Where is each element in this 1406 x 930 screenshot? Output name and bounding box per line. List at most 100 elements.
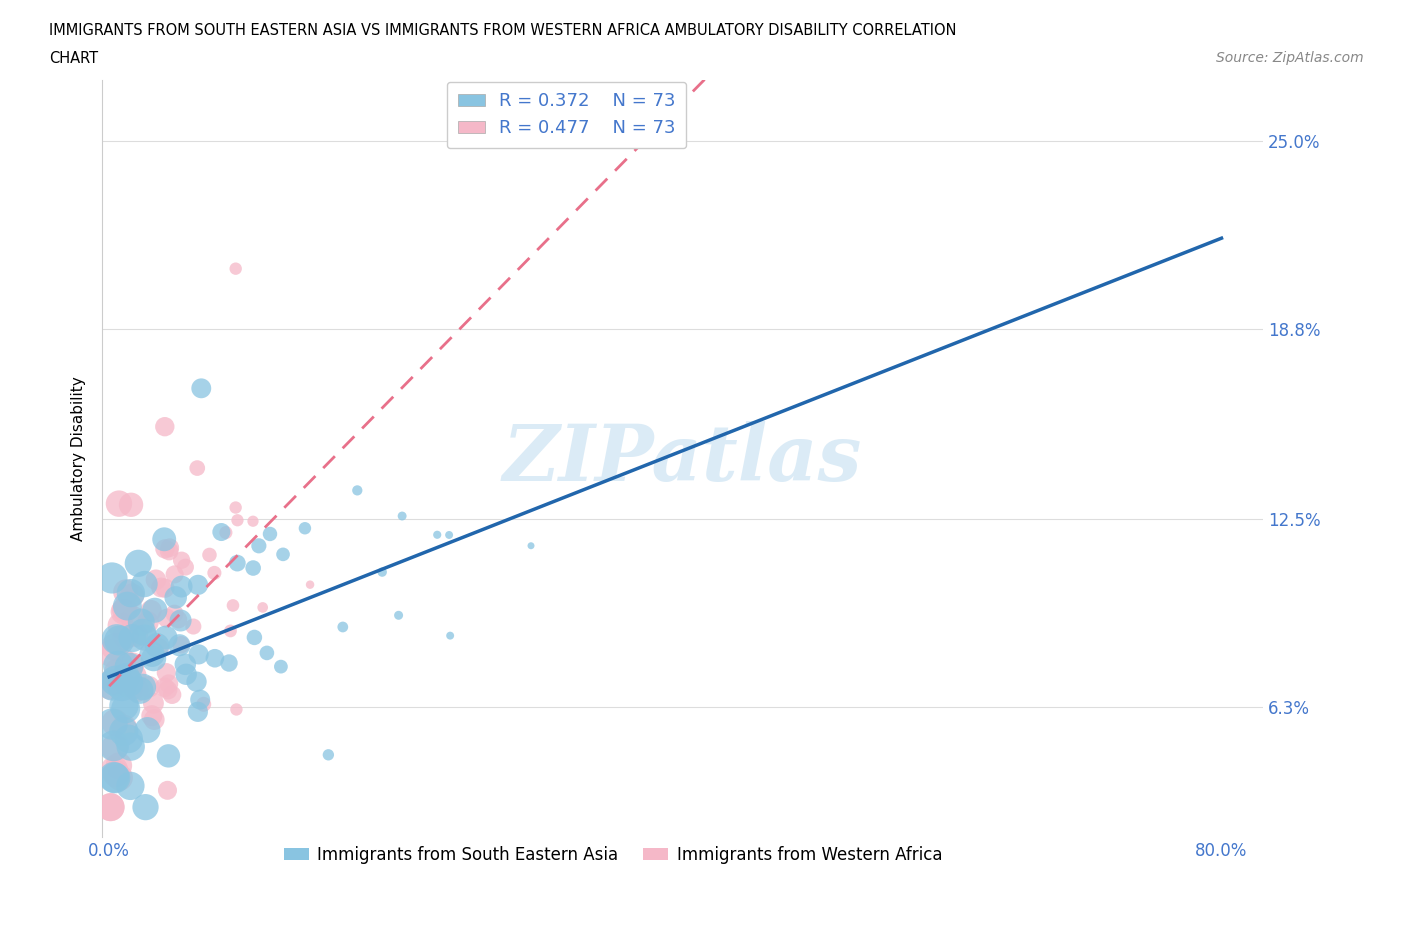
Point	[153, 419, 176, 434]
Point	[243, 630, 266, 644]
Point	[114, 585, 136, 600]
Point	[426, 527, 449, 542]
Point	[104, 640, 127, 655]
Point	[148, 641, 170, 656]
Point	[112, 604, 135, 619]
Point	[120, 681, 142, 696]
Point	[520, 538, 543, 553]
Point	[226, 512, 249, 527]
Point	[437, 527, 460, 542]
Point	[153, 541, 176, 556]
Point	[104, 673, 127, 688]
Point	[132, 680, 155, 695]
Point	[247, 538, 270, 553]
Point	[100, 800, 122, 815]
Point	[118, 659, 141, 674]
Point	[183, 619, 205, 634]
Point	[114, 701, 136, 716]
Point	[156, 611, 179, 626]
Point	[153, 580, 176, 595]
Point	[124, 668, 146, 683]
Point	[101, 678, 124, 693]
Point	[105, 665, 128, 680]
Legend: Immigrants from South Eastern Asia, Immigrants from Western Africa: Immigrants from South Eastern Asia, Immi…	[277, 840, 949, 870]
Point	[198, 548, 221, 563]
Text: Source: ZipAtlas.com: Source: ZipAtlas.com	[1216, 51, 1364, 65]
Point	[225, 500, 247, 515]
Point	[225, 702, 247, 717]
Point	[150, 580, 173, 595]
Point	[108, 770, 131, 785]
Point	[101, 570, 124, 585]
Point	[120, 778, 142, 793]
Point	[159, 540, 181, 555]
Point	[332, 619, 354, 634]
Point	[104, 740, 127, 755]
Point	[104, 715, 127, 730]
Point	[155, 665, 177, 680]
Point	[153, 532, 176, 547]
Point	[167, 612, 190, 627]
Point	[108, 633, 131, 648]
Point	[174, 657, 197, 671]
Point	[225, 261, 247, 276]
Point	[155, 631, 177, 645]
Point	[120, 586, 142, 601]
Point	[115, 629, 138, 644]
Point	[134, 630, 156, 644]
Point	[187, 578, 209, 592]
Point	[209, 525, 232, 539]
Point	[169, 638, 191, 653]
Point	[111, 679, 134, 694]
Point	[186, 674, 208, 689]
Point	[156, 783, 179, 798]
Y-axis label: Ambulatory Disability: Ambulatory Disability	[72, 377, 86, 541]
Point	[103, 738, 125, 753]
Point	[141, 646, 163, 661]
Point	[103, 770, 125, 785]
Point	[174, 560, 197, 575]
Point	[242, 561, 264, 576]
Point	[139, 603, 162, 618]
Point	[226, 555, 249, 570]
Point	[186, 460, 208, 475]
Point	[114, 671, 136, 685]
Point	[121, 588, 143, 603]
Point	[125, 628, 148, 643]
Point	[170, 637, 193, 652]
Point	[124, 680, 146, 695]
Point	[112, 654, 135, 669]
Point	[117, 599, 139, 614]
Point	[163, 567, 186, 582]
Point	[114, 603, 136, 618]
Text: IMMIGRANTS FROM SOUTH EASTERN ASIA VS IMMIGRANTS FROM WESTERN AFRICA AMBULATORY : IMMIGRANTS FROM SOUTH EASTERN ASIA VS IM…	[49, 23, 956, 38]
Point	[219, 623, 242, 638]
Point	[103, 673, 125, 688]
Point	[120, 739, 142, 754]
Point	[100, 645, 122, 660]
Point	[371, 565, 394, 579]
Point	[103, 762, 125, 777]
Point	[318, 748, 340, 763]
Text: ZIPatlas: ZIPatlas	[503, 420, 862, 497]
Point	[215, 525, 238, 540]
Point	[252, 600, 274, 615]
Point	[163, 606, 186, 621]
Point	[107, 658, 129, 673]
Point	[110, 618, 132, 633]
Point	[135, 800, 157, 815]
Point	[120, 498, 142, 512]
Point	[104, 771, 127, 786]
Point	[121, 657, 143, 671]
Point	[143, 712, 166, 727]
Point	[129, 615, 152, 630]
Point	[112, 698, 135, 713]
Point	[143, 603, 166, 618]
Point	[127, 556, 149, 571]
Point	[391, 509, 413, 524]
Point	[294, 521, 316, 536]
Point	[141, 709, 163, 724]
Point	[142, 651, 165, 666]
Point	[188, 692, 211, 707]
Point	[242, 513, 264, 528]
